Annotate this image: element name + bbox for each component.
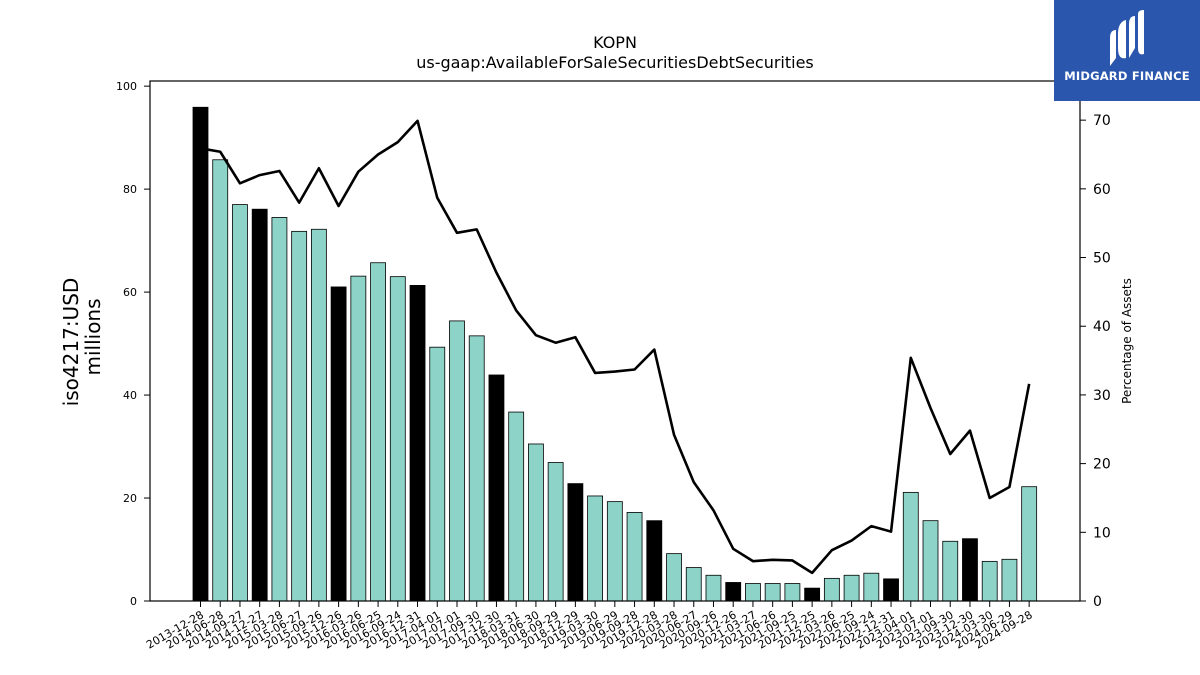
bar-2015-03-28 xyxy=(271,217,288,602)
bar-2016-03-26 xyxy=(350,275,367,602)
left-y-tick-label: 100 xyxy=(116,80,137,93)
bar-2023-12-30 xyxy=(962,538,978,602)
chart-title: KOPN xyxy=(593,33,637,52)
bar-2018-12-29 xyxy=(567,483,584,602)
bar-2013-12-28 xyxy=(192,106,209,602)
right-y-tick-label: 10 xyxy=(1093,525,1111,541)
bar-2017-12-30 xyxy=(488,374,505,602)
right-y-tick-label: 20 xyxy=(1093,457,1111,473)
bar-2021-03-27 xyxy=(745,583,761,602)
bar-2018-06-30 xyxy=(528,443,544,602)
bar-2022-09-24 xyxy=(863,572,880,602)
right-y-axis: 0 10 20 30 40 50 60 70 xyxy=(1080,113,1111,610)
bar-2018-03-31 xyxy=(508,411,525,602)
bar-2024-09-28 xyxy=(1021,486,1038,602)
bar-2024-03-30 xyxy=(981,560,998,602)
right-y-axis-label: Percentage of Assets xyxy=(1120,278,1134,404)
left-y-tick-label: 0 xyxy=(130,595,137,608)
right-y-tick-label: 50 xyxy=(1093,251,1111,267)
bar-2014-12-27 xyxy=(251,208,268,602)
bar-2019-06-29 xyxy=(606,501,623,602)
bar-2015-09-26 xyxy=(310,228,327,602)
bar-2022-12-31 xyxy=(883,578,899,602)
bar-2014-09-27 xyxy=(232,204,248,602)
chart-subtitle: us-gaap:AvailableForSaleSecuritiesDebtSe… xyxy=(416,53,814,72)
bar-2015-12-26 xyxy=(330,286,347,602)
bar-series xyxy=(192,106,1038,602)
bar-2016-06-25 xyxy=(370,262,386,602)
bar-2020-03-28 xyxy=(666,553,682,602)
line-series xyxy=(200,119,1031,575)
bar-2017-09-30 xyxy=(468,335,485,602)
midgard-finance-logo: MIDGARD FINANCE xyxy=(1054,0,1200,101)
right-y-tick-label: 40 xyxy=(1093,319,1111,335)
bar-2019-12-28 xyxy=(646,520,663,602)
bar-2016-09-24 xyxy=(389,276,406,602)
bar-2021-06-26 xyxy=(764,583,781,602)
bar-2014-06-28 xyxy=(212,159,229,602)
left-y-axis-label-line2: millions xyxy=(81,298,105,375)
bar-2017-04-01 xyxy=(429,346,446,602)
right-y-tick-label: 30 xyxy=(1093,388,1111,404)
bar-2021-09-25 xyxy=(784,583,801,602)
bar-2020-09-26 xyxy=(705,574,722,602)
right-y-tick-label: 0 xyxy=(1093,594,1102,610)
left-y-axis: 0 20 40 60 80 100 xyxy=(116,80,150,608)
right-y-tick-label: 60 xyxy=(1093,182,1111,198)
bar-2019-03-30 xyxy=(587,495,603,602)
right-y-tick-label: 70 xyxy=(1093,113,1111,129)
bar-2015-06-27 xyxy=(291,230,308,602)
percentage-of-assets-line xyxy=(200,119,1031,575)
left-y-axis-label: iso4217:USD millions xyxy=(59,278,105,407)
bar-2018-09-29 xyxy=(547,462,564,602)
bar-2023-07-01 xyxy=(922,520,939,602)
logo-mark-icon xyxy=(1110,10,1144,66)
left-y-tick-label: 20 xyxy=(123,492,137,505)
bar-2017-07-01 xyxy=(449,320,465,602)
bar-2024-06-29 xyxy=(1001,558,1018,602)
left-y-tick-label: 80 xyxy=(123,183,137,196)
bar-2016-12-31 xyxy=(409,284,426,602)
bar-2023-04-01 xyxy=(902,491,919,602)
bar-2020-12-26 xyxy=(725,582,742,602)
left-y-tick-label: 40 xyxy=(123,389,137,402)
logo-text: MIDGARD FINANCE xyxy=(1064,69,1190,83)
bar-2022-03-26 xyxy=(823,577,840,602)
x-axis: 2013-12-282014-06-282014-09-272014-12-27… xyxy=(144,601,1035,652)
left-y-axis-label-line1: iso4217:USD xyxy=(59,278,83,407)
left-y-tick-label: 60 xyxy=(123,286,137,299)
bar-2020-06-27 xyxy=(685,567,702,602)
bar-2023-09-30 xyxy=(942,540,959,602)
bar-2019-09-28 xyxy=(626,512,643,602)
bar-2021-12-25 xyxy=(804,587,821,602)
bar-2022-06-25 xyxy=(843,574,860,602)
